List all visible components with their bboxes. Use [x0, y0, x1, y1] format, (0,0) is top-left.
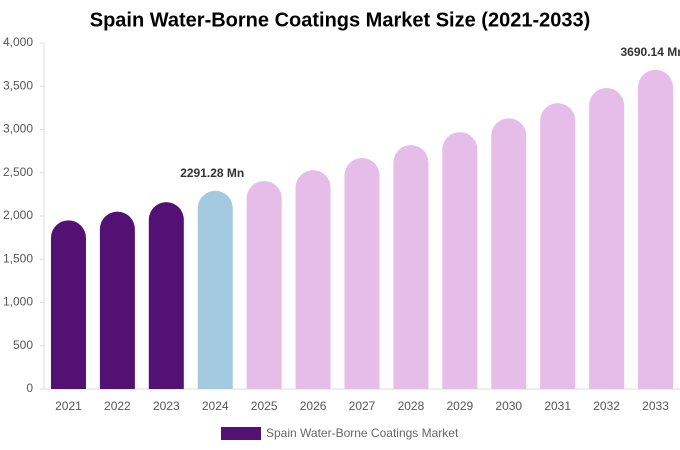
data-label: 3690.14 Mn [621, 45, 680, 59]
chart-title: Spain Water-Borne Coatings Market Size (… [90, 9, 591, 31]
x-tick-label: 2027 [349, 399, 376, 413]
data-label: 2291.28 Mn [180, 166, 244, 180]
y-tick-label: 4,000 [3, 35, 33, 49]
y-tick-label: 500 [13, 338, 33, 352]
x-tick-label: 2024 [202, 399, 229, 413]
x-tick-label: 2029 [446, 399, 473, 413]
x-tick-label: 2033 [642, 399, 669, 413]
bar [344, 158, 380, 389]
x-tick-label: 2026 [300, 399, 327, 413]
bar [246, 180, 282, 389]
bar [295, 170, 331, 389]
bar [148, 202, 184, 389]
bar [491, 118, 527, 390]
y-tick-label: 2,000 [3, 208, 33, 222]
bar [197, 190, 233, 389]
y-tick-label: 2,500 [3, 165, 33, 179]
y-tick-label: 1,000 [3, 295, 33, 309]
x-tick-label: 2032 [593, 399, 620, 413]
x-tick-label: 2021 [55, 399, 82, 413]
y-tick-label: 1,500 [3, 251, 33, 265]
y-tick-label: 3,000 [3, 122, 33, 136]
y-tick-label: 0 [26, 381, 33, 395]
x-tick-label: 2031 [544, 399, 571, 413]
legend-label: Spain Water-Borne Coatings Market [266, 426, 459, 440]
bar [99, 211, 135, 389]
bar [638, 69, 674, 390]
y-tick-label: 3,500 [3, 78, 33, 92]
bar [442, 132, 478, 389]
x-tick-label: 2023 [153, 399, 180, 413]
x-tick-label: 2030 [495, 399, 522, 413]
bar [540, 103, 576, 390]
bar [589, 87, 625, 389]
bar [50, 220, 86, 389]
x-tick-label: 2025 [251, 399, 278, 413]
x-tick-label: 2022 [104, 399, 131, 413]
bar [393, 145, 429, 389]
legend-swatch [221, 427, 261, 440]
x-tick-label: 2028 [398, 399, 425, 413]
